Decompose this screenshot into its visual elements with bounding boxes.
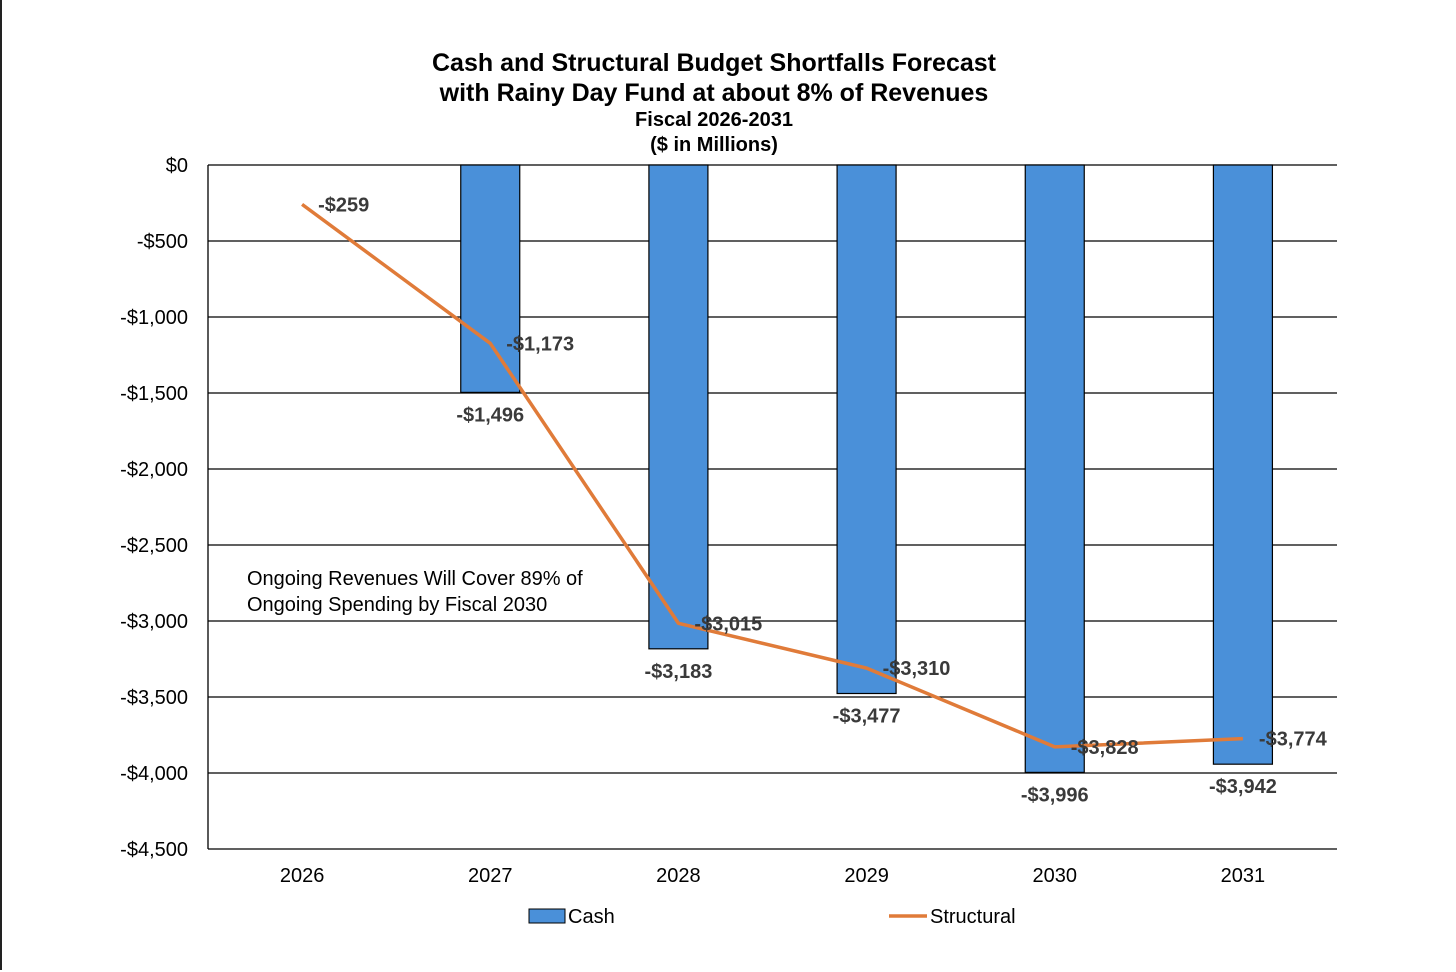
y-tick-label: -$4,500 [120, 839, 188, 861]
chart-subtitle: Fiscal 2026-2031 [635, 109, 793, 131]
structural-data-label: -$3,828 [1071, 737, 1139, 759]
y-tick-label: -$2,500 [120, 535, 188, 557]
structural-data-label: -$259 [318, 194, 369, 216]
y-tick-label: -$500 [137, 231, 188, 253]
y-tick-label: -$4,000 [120, 763, 188, 785]
annotation-line-1: Ongoing Revenues Will Cover 89% of [247, 568, 583, 590]
y-tick-label: -$3,500 [120, 687, 188, 709]
cash-data-label: -$1,496 [456, 404, 524, 426]
structural-data-label: -$3,774 [1259, 729, 1328, 751]
chart-title-line2: with Rainy Day Fund at about 8% of Reven… [439, 79, 989, 107]
structural-data-label: -$3,015 [694, 613, 762, 635]
y-tick-label: -$1,000 [120, 307, 188, 329]
structural-data-label: -$1,173 [506, 333, 574, 355]
structural-data-label: -$3,310 [883, 658, 951, 680]
cash-data-label: -$3,942 [1209, 776, 1277, 798]
chart-title: Cash and Structural Budget Shortfalls Fo… [432, 49, 996, 77]
cash-data-label: -$3,996 [1021, 784, 1089, 806]
cash-data-label: -$3,477 [833, 706, 901, 728]
legend-label-cash: Cash [568, 906, 615, 928]
y-tick-label: -$1,500 [120, 383, 188, 405]
cash-bar [648, 164, 709, 650]
y-tick-label: -$3,000 [120, 611, 188, 633]
cash-bar [836, 164, 897, 695]
chart-subtitle-units: ($ in Millions) [650, 134, 778, 156]
legend-label-structural: Structural [930, 906, 1016, 928]
x-tick-label: 2028 [656, 865, 701, 887]
x-tick-label: 2031 [1221, 865, 1266, 887]
cash-bar [1024, 164, 1085, 773]
legend-swatch-cash [528, 908, 566, 924]
x-tick-label: 2029 [844, 865, 889, 887]
cash-bar [460, 164, 521, 393]
x-tick-label: 2027 [468, 865, 513, 887]
y-tick-label: $0 [166, 155, 188, 177]
annotation-line-2: Ongoing Spending by Fiscal 2030 [247, 594, 547, 616]
structural-line [301, 202, 1243, 749]
y-tick-label: -$2,000 [120, 459, 188, 481]
x-tick-label: 2026 [280, 865, 325, 887]
x-tick-label: 2030 [1033, 865, 1078, 887]
cash-data-label: -$3,183 [644, 661, 712, 683]
cash-bar [1212, 164, 1274, 765]
